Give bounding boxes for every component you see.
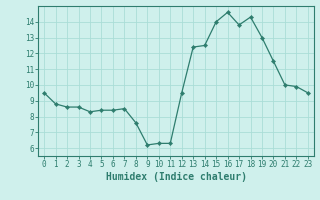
X-axis label: Humidex (Indice chaleur): Humidex (Indice chaleur) [106, 172, 246, 182]
